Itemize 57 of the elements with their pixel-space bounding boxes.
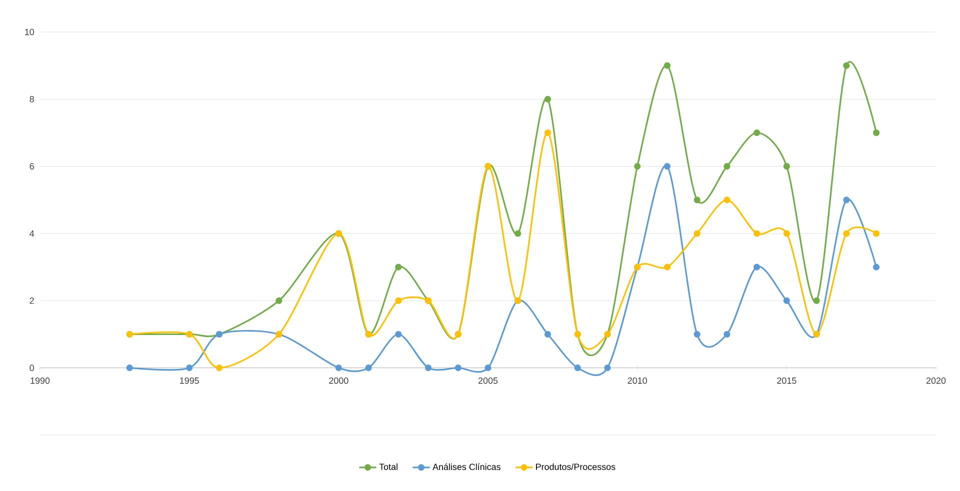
point <box>754 230 760 237</box>
point <box>724 330 730 338</box>
point <box>454 364 462 372</box>
y-tick-label: 0 <box>30 364 34 372</box>
legend-label: Total <box>379 463 398 470</box>
point <box>395 264 402 270</box>
point <box>484 364 492 372</box>
point <box>365 364 372 372</box>
point <box>574 364 581 372</box>
y-tick-label: 8 <box>30 96 34 102</box>
point <box>694 330 700 338</box>
x-tick-label: 2015 <box>777 377 796 384</box>
point <box>872 230 880 237</box>
point <box>544 96 552 102</box>
point <box>813 297 820 304</box>
point <box>872 129 880 136</box>
point <box>126 364 133 372</box>
x-tick-label: 2005 <box>478 377 498 384</box>
legend-label: Análises Clínicas <box>432 463 500 470</box>
point <box>843 230 850 237</box>
y-tick-label: 10 <box>25 28 34 36</box>
point <box>694 196 700 204</box>
point <box>276 297 282 304</box>
point <box>724 196 730 204</box>
point <box>544 129 552 136</box>
point <box>424 364 432 372</box>
point <box>634 163 641 170</box>
x-tick-label: 2020 <box>926 377 946 384</box>
y-tick-label: 6 <box>30 163 34 170</box>
y-tick-label: 2 <box>30 298 34 304</box>
point <box>216 364 222 372</box>
legend-label: Produtos/Processos <box>536 463 616 470</box>
point <box>783 230 790 237</box>
point <box>783 163 790 170</box>
point <box>694 230 700 237</box>
x-tick-label: 1990 <box>30 377 50 384</box>
point <box>335 364 342 372</box>
point <box>186 364 193 372</box>
point <box>843 196 850 204</box>
point <box>664 264 670 270</box>
point <box>664 62 670 69</box>
x-tick-label: 1995 <box>180 377 199 384</box>
point <box>872 264 880 270</box>
x-tick-label: 2010 <box>628 377 647 384</box>
point <box>664 163 670 170</box>
point <box>544 330 552 338</box>
point <box>604 364 611 372</box>
point <box>754 129 760 136</box>
point <box>395 330 402 338</box>
point <box>395 297 402 304</box>
y-tick-label: 4 <box>30 230 34 237</box>
point <box>783 297 790 304</box>
point <box>843 62 850 69</box>
point <box>724 163 730 170</box>
point <box>754 264 760 270</box>
point <box>514 230 522 237</box>
x-tick-label: 2000 <box>329 377 348 384</box>
